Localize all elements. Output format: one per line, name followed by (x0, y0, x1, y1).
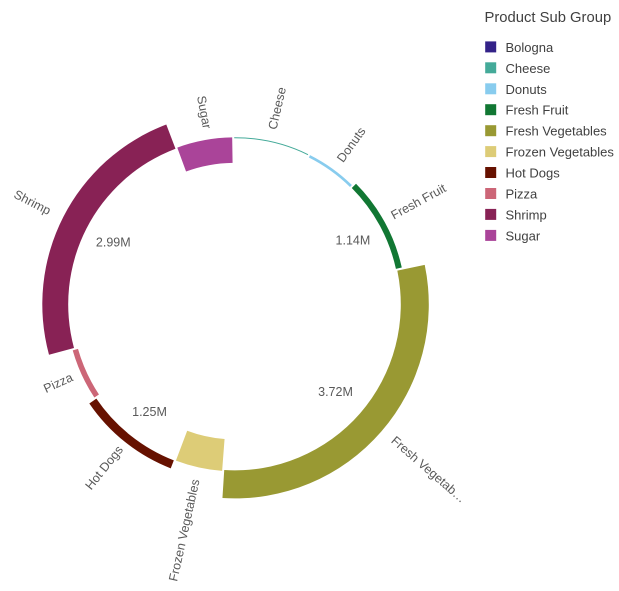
svg-text:1.14M: 1.14M (336, 234, 371, 248)
svg-text:Pizza: Pizza (506, 187, 539, 202)
svg-text:Fresh Vegetables: Fresh Vegetables (506, 124, 608, 139)
svg-text:Fresh Fruit: Fresh Fruit (389, 181, 449, 222)
svg-text:3.72M: 3.72M (318, 385, 353, 399)
svg-text:Sugar: Sugar (506, 228, 541, 243)
svg-text:Bologna: Bologna (506, 40, 554, 55)
svg-text:Hot Dogs: Hot Dogs (82, 443, 125, 492)
svg-text:Fresh Vegetab…: Fresh Vegetab… (388, 434, 468, 506)
svg-text:Frozen Vegetables: Frozen Vegetables (166, 478, 202, 583)
svg-text:Product Sub Group: Product Sub Group (485, 10, 612, 26)
svg-text:Donuts: Donuts (506, 82, 548, 97)
svg-text:Sugar: Sugar (194, 95, 214, 130)
svg-text:Cheese: Cheese (506, 61, 551, 76)
svg-text:Donuts: Donuts (334, 125, 368, 165)
svg-text:Shrimp: Shrimp (506, 207, 547, 222)
svg-text:Fresh Fruit: Fresh Fruit (506, 103, 569, 118)
svg-text:Hot Dogs: Hot Dogs (506, 166, 561, 181)
svg-text:Shrimp: Shrimp (11, 187, 53, 217)
svg-text:Cheese: Cheese (266, 86, 289, 131)
svg-text:Pizza: Pizza (41, 370, 75, 396)
svg-text:1.25M: 1.25M (132, 405, 167, 419)
svg-text:Frozen Vegetables: Frozen Vegetables (506, 145, 615, 160)
svg-text:2.99M: 2.99M (96, 236, 131, 250)
